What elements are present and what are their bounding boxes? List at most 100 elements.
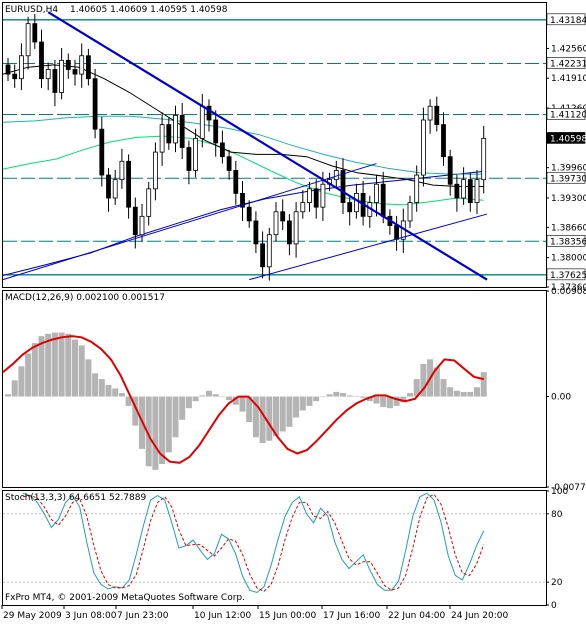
x-tick-label: 7 Jun 23:00: [117, 611, 169, 621]
candle-body: [474, 179, 480, 203]
candle-body: [226, 156, 232, 171]
macd-hist-bar: [313, 396, 320, 402]
candle-body: [119, 160, 125, 181]
candle-body: [300, 202, 306, 213]
macd-hist-bar: [279, 396, 286, 432]
macd-hist-bar: [413, 379, 420, 397]
level-price-tag: [546, 13, 586, 26]
candle-body: [240, 193, 245, 208]
macd-hist-bar: [85, 359, 92, 397]
stoch-main-line: [22, 492, 485, 594]
macd-hist-bar: [105, 384, 112, 397]
macd-hist-bar: [51, 332, 58, 397]
macd-hist-bar: [18, 366, 25, 397]
macd-hist-bar: [58, 332, 65, 397]
macd-hist-bar: [319, 396, 326, 398]
macd-title: MACD(12,26,9) 0.002100 0.001517: [5, 293, 165, 303]
price-tick-label: 1.42560: [551, 44, 586, 54]
macd-hist-bar: [65, 333, 72, 397]
macd-hist-bar: [118, 393, 125, 397]
candle-body: [293, 211, 299, 245]
macd-hist-bar: [5, 394, 11, 397]
macd-hist-bar: [326, 394, 333, 397]
macd-hist-bar: [98, 379, 105, 397]
candle-body: [447, 156, 453, 185]
candle-body: [333, 170, 339, 181]
macd-hist-bar: [447, 387, 454, 397]
macd-hist-bar: [159, 396, 166, 464]
macd-hist-bar: [239, 396, 246, 412]
price-tag-label: 1.40598: [550, 134, 586, 144]
macd-signal-line: [2, 335, 484, 464]
candle-body: [166, 124, 172, 144]
candle-body: [159, 124, 165, 153]
candle-body: [25, 23, 31, 57]
stoch-tick-label: 80: [551, 510, 563, 520]
macd-hist-bar: [346, 395, 353, 397]
macd-hist-bar: [125, 396, 132, 406]
level-price-tag: [546, 171, 586, 184]
candle-body: [260, 243, 266, 268]
macd-hist-bar: [185, 396, 192, 409]
candle-body: [307, 188, 312, 203]
x-tick-label: 17 Jun 16:00: [323, 611, 380, 621]
candle-body: [132, 206, 138, 236]
macd-hist-bar: [440, 379, 447, 397]
macd-hist-bar: [152, 396, 159, 470]
candle-body: [32, 23, 38, 43]
macd-hist-bar: [219, 396, 226, 398]
macd-hist-bar: [252, 396, 259, 438]
candle-body: [427, 105, 433, 121]
level-price-tag: [546, 268, 586, 281]
candle-body: [280, 211, 286, 222]
candle-body: [414, 174, 420, 203]
candle-body: [434, 105, 440, 125]
macd-hist-bar: [226, 396, 233, 401]
candle-body: [286, 220, 292, 245]
trendline-thin: [2, 163, 377, 281]
macd-hist-bar: [232, 396, 239, 405]
macd-hist-bar: [433, 367, 440, 397]
price-tag-label: 1.42231: [550, 60, 586, 70]
macd-tick-label: -0.00778: [551, 483, 586, 493]
candle-body: [407, 202, 413, 222]
candle-body: [313, 188, 319, 208]
price-tag-label: 1.37625: [550, 271, 586, 281]
trendline-thick: [47, 11, 488, 281]
macd-hist-bar: [165, 396, 172, 453]
price-tick-label: 1.38000: [551, 254, 586, 264]
stoch-pane[interactable]: [2, 490, 547, 606]
candle-body: [79, 55, 85, 75]
candle-body: [266, 234, 272, 268]
macd-hist-bar: [407, 393, 413, 397]
macd-hist-bar: [212, 394, 219, 397]
macd-hist-bar: [11, 380, 18, 397]
price-pane[interactable]: [2, 2, 547, 288]
candle-body: [92, 78, 98, 130]
candle-body: [340, 170, 346, 203]
x-tick-label: 3 Jun 08:00: [65, 611, 117, 621]
price-tick-label: 1.39960: [551, 164, 586, 174]
ma-lime-line: [2, 135, 484, 206]
macd-hist-bar: [380, 396, 387, 408]
macd-hist-bar: [72, 339, 78, 397]
candle-body: [273, 211, 279, 236]
candle-body: [193, 137, 199, 171]
macd-hist-bar: [92, 373, 99, 397]
level-price-tag: [546, 57, 586, 69]
candle-body: [112, 179, 118, 199]
macd-hist-bar: [393, 396, 400, 406]
candle-body: [12, 73, 18, 80]
stoch-tick-label: 0: [551, 601, 557, 611]
candle-body: [347, 202, 353, 213]
macd-hist-bar: [38, 336, 45, 397]
candle-body: [246, 206, 252, 222]
price-tag-label: 1.43184: [550, 16, 586, 26]
price-tick-label: 1.37360: [551, 283, 586, 293]
price-tick-label: 1.39300: [551, 194, 586, 204]
candle-body: [152, 151, 158, 190]
macd-tick-label: 0.00: [551, 393, 571, 403]
candle-body: [380, 183, 386, 217]
